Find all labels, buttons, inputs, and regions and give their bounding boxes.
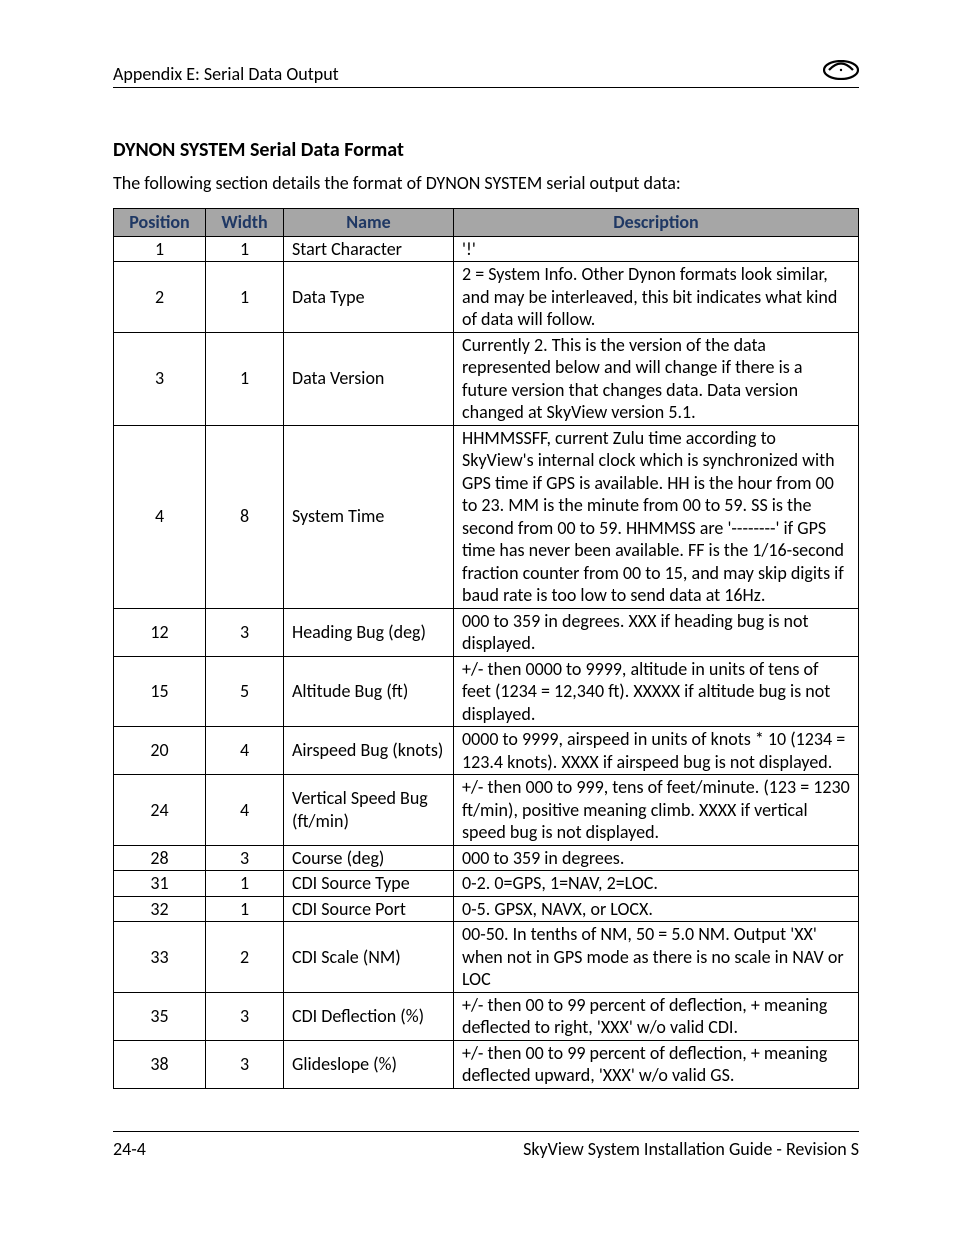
table-row: 123Heading Bug (deg)000 to 359 in degree… bbox=[114, 608, 859, 656]
cell-position: 31 bbox=[114, 871, 206, 897]
cell-description: 0-2. 0=GPS, 1=NAV, 2=LOC. bbox=[454, 871, 859, 897]
cell-position: 24 bbox=[114, 775, 206, 846]
table-row: 332CDI Scale (NM)00-50. In tenths of NM,… bbox=[114, 922, 859, 993]
col-header-description: Description bbox=[454, 209, 859, 237]
cell-width: 3 bbox=[206, 608, 284, 656]
cell-position: 32 bbox=[114, 896, 206, 922]
cell-width: 1 bbox=[206, 871, 284, 897]
table-row: 21Data Type2 = System Info. Other Dynon … bbox=[114, 262, 859, 333]
cell-width: 1 bbox=[206, 262, 284, 333]
cell-position: 38 bbox=[114, 1040, 206, 1088]
col-header-position: Position bbox=[114, 209, 206, 237]
cell-width: 1 bbox=[206, 896, 284, 922]
table-row: 204Airspeed Bug (knots)0000 to 9999, air… bbox=[114, 727, 859, 775]
cell-description: +/- then 00 to 99 percent of deflection,… bbox=[454, 992, 859, 1040]
serial-format-table: Position Width Name Description 11Start … bbox=[113, 208, 859, 1089]
table-row: 244Vertical Speed Bug (ft/min)+/- then 0… bbox=[114, 775, 859, 846]
table-row: 311CDI Source Type0-2. 0=GPS, 1=NAV, 2=L… bbox=[114, 871, 859, 897]
cell-position: 15 bbox=[114, 656, 206, 727]
cell-description: +/- then 000 to 999, tens of feet/minute… bbox=[454, 775, 859, 846]
cell-description: +/- then 00 to 99 percent of deflection,… bbox=[454, 1040, 859, 1088]
cell-name: CDI Scale (NM) bbox=[284, 922, 454, 993]
cell-description: HHMMSSFF, current Zulu time according to… bbox=[454, 425, 859, 608]
cell-description: '!' bbox=[454, 236, 859, 262]
table-row: 48System TimeHHMMSSFF, current Zulu time… bbox=[114, 425, 859, 608]
cell-width: 2 bbox=[206, 922, 284, 993]
cell-description: 000 to 359 in degrees. bbox=[454, 845, 859, 871]
section-title: DYNON SYSTEM Serial Data Format bbox=[113, 138, 859, 162]
table-row: 283Course (deg)000 to 359 in degrees. bbox=[114, 845, 859, 871]
cell-name: Airspeed Bug (knots) bbox=[284, 727, 454, 775]
page-footer: 24-4 SkyView System Installation Guide -… bbox=[113, 1131, 859, 1160]
cell-name: Heading Bug (deg) bbox=[284, 608, 454, 656]
table-row: 321CDI Source Port0-5. GPSX, NAVX, or LO… bbox=[114, 896, 859, 922]
cell-width: 4 bbox=[206, 727, 284, 775]
cell-position: 4 bbox=[114, 425, 206, 608]
cell-width: 8 bbox=[206, 425, 284, 608]
cell-name: Data Version bbox=[284, 332, 454, 425]
cell-position: 1 bbox=[114, 236, 206, 262]
cell-width: 3 bbox=[206, 1040, 284, 1088]
cell-position: 35 bbox=[114, 992, 206, 1040]
cell-width: 4 bbox=[206, 775, 284, 846]
table-row: 353CDI Deflection (%)+/- then 00 to 99 p… bbox=[114, 992, 859, 1040]
page-header: Appendix E: Serial Data Output bbox=[113, 60, 859, 88]
cell-description: 0-5. GPSX, NAVX, or LOCX. bbox=[454, 896, 859, 922]
cell-name: Glideslope (%) bbox=[284, 1040, 454, 1088]
footer-page-number: 24-4 bbox=[113, 1138, 146, 1160]
cell-width: 3 bbox=[206, 992, 284, 1040]
section-intro: The following section details the format… bbox=[113, 172, 859, 194]
cell-position: 2 bbox=[114, 262, 206, 333]
cell-width: 1 bbox=[206, 236, 284, 262]
table-row: 383Glideslope (%)+/- then 00 to 99 perce… bbox=[114, 1040, 859, 1088]
footer-doc-title: SkyView System Installation Guide - Revi… bbox=[523, 1138, 859, 1160]
cell-name: Start Character bbox=[284, 236, 454, 262]
cell-description: 0000 to 9999, airspeed in units of knots… bbox=[454, 727, 859, 775]
cell-name: Altitude Bug (ft) bbox=[284, 656, 454, 727]
cell-position: 33 bbox=[114, 922, 206, 993]
cell-description: 2 = System Info. Other Dynon formats loo… bbox=[454, 262, 859, 333]
cell-position: 3 bbox=[114, 332, 206, 425]
cell-name: Data Type bbox=[284, 262, 454, 333]
cell-position: 20 bbox=[114, 727, 206, 775]
cell-name: CDI Source Port bbox=[284, 896, 454, 922]
cell-width: 5 bbox=[206, 656, 284, 727]
table-header-row: Position Width Name Description bbox=[114, 209, 859, 237]
cell-description: Currently 2. This is the version of the … bbox=[454, 332, 859, 425]
cell-name: Course (deg) bbox=[284, 845, 454, 871]
cell-name: CDI Deflection (%) bbox=[284, 992, 454, 1040]
cell-position: 12 bbox=[114, 608, 206, 656]
col-header-name: Name bbox=[284, 209, 454, 237]
table-row: 11Start Character'!' bbox=[114, 236, 859, 262]
cell-name: CDI Source Type bbox=[284, 871, 454, 897]
table-row: 155Altitude Bug (ft)+/- then 0000 to 999… bbox=[114, 656, 859, 727]
cell-width: 3 bbox=[206, 845, 284, 871]
cell-description: 000 to 359 in degrees. XXX if heading bu… bbox=[454, 608, 859, 656]
table-row: 31Data VersionCurrently 2. This is the v… bbox=[114, 332, 859, 425]
cell-description: 00-50. In tenths of NM, 50 = 5.0 NM. Out… bbox=[454, 922, 859, 993]
dynon-logo-icon bbox=[823, 60, 859, 85]
header-title: Appendix E: Serial Data Output bbox=[113, 63, 339, 85]
cell-position: 28 bbox=[114, 845, 206, 871]
cell-width: 1 bbox=[206, 332, 284, 425]
cell-name: System Time bbox=[284, 425, 454, 608]
col-header-width: Width bbox=[206, 209, 284, 237]
cell-description: +/- then 0000 to 9999, altitude in units… bbox=[454, 656, 859, 727]
cell-name: Vertical Speed Bug (ft/min) bbox=[284, 775, 454, 846]
